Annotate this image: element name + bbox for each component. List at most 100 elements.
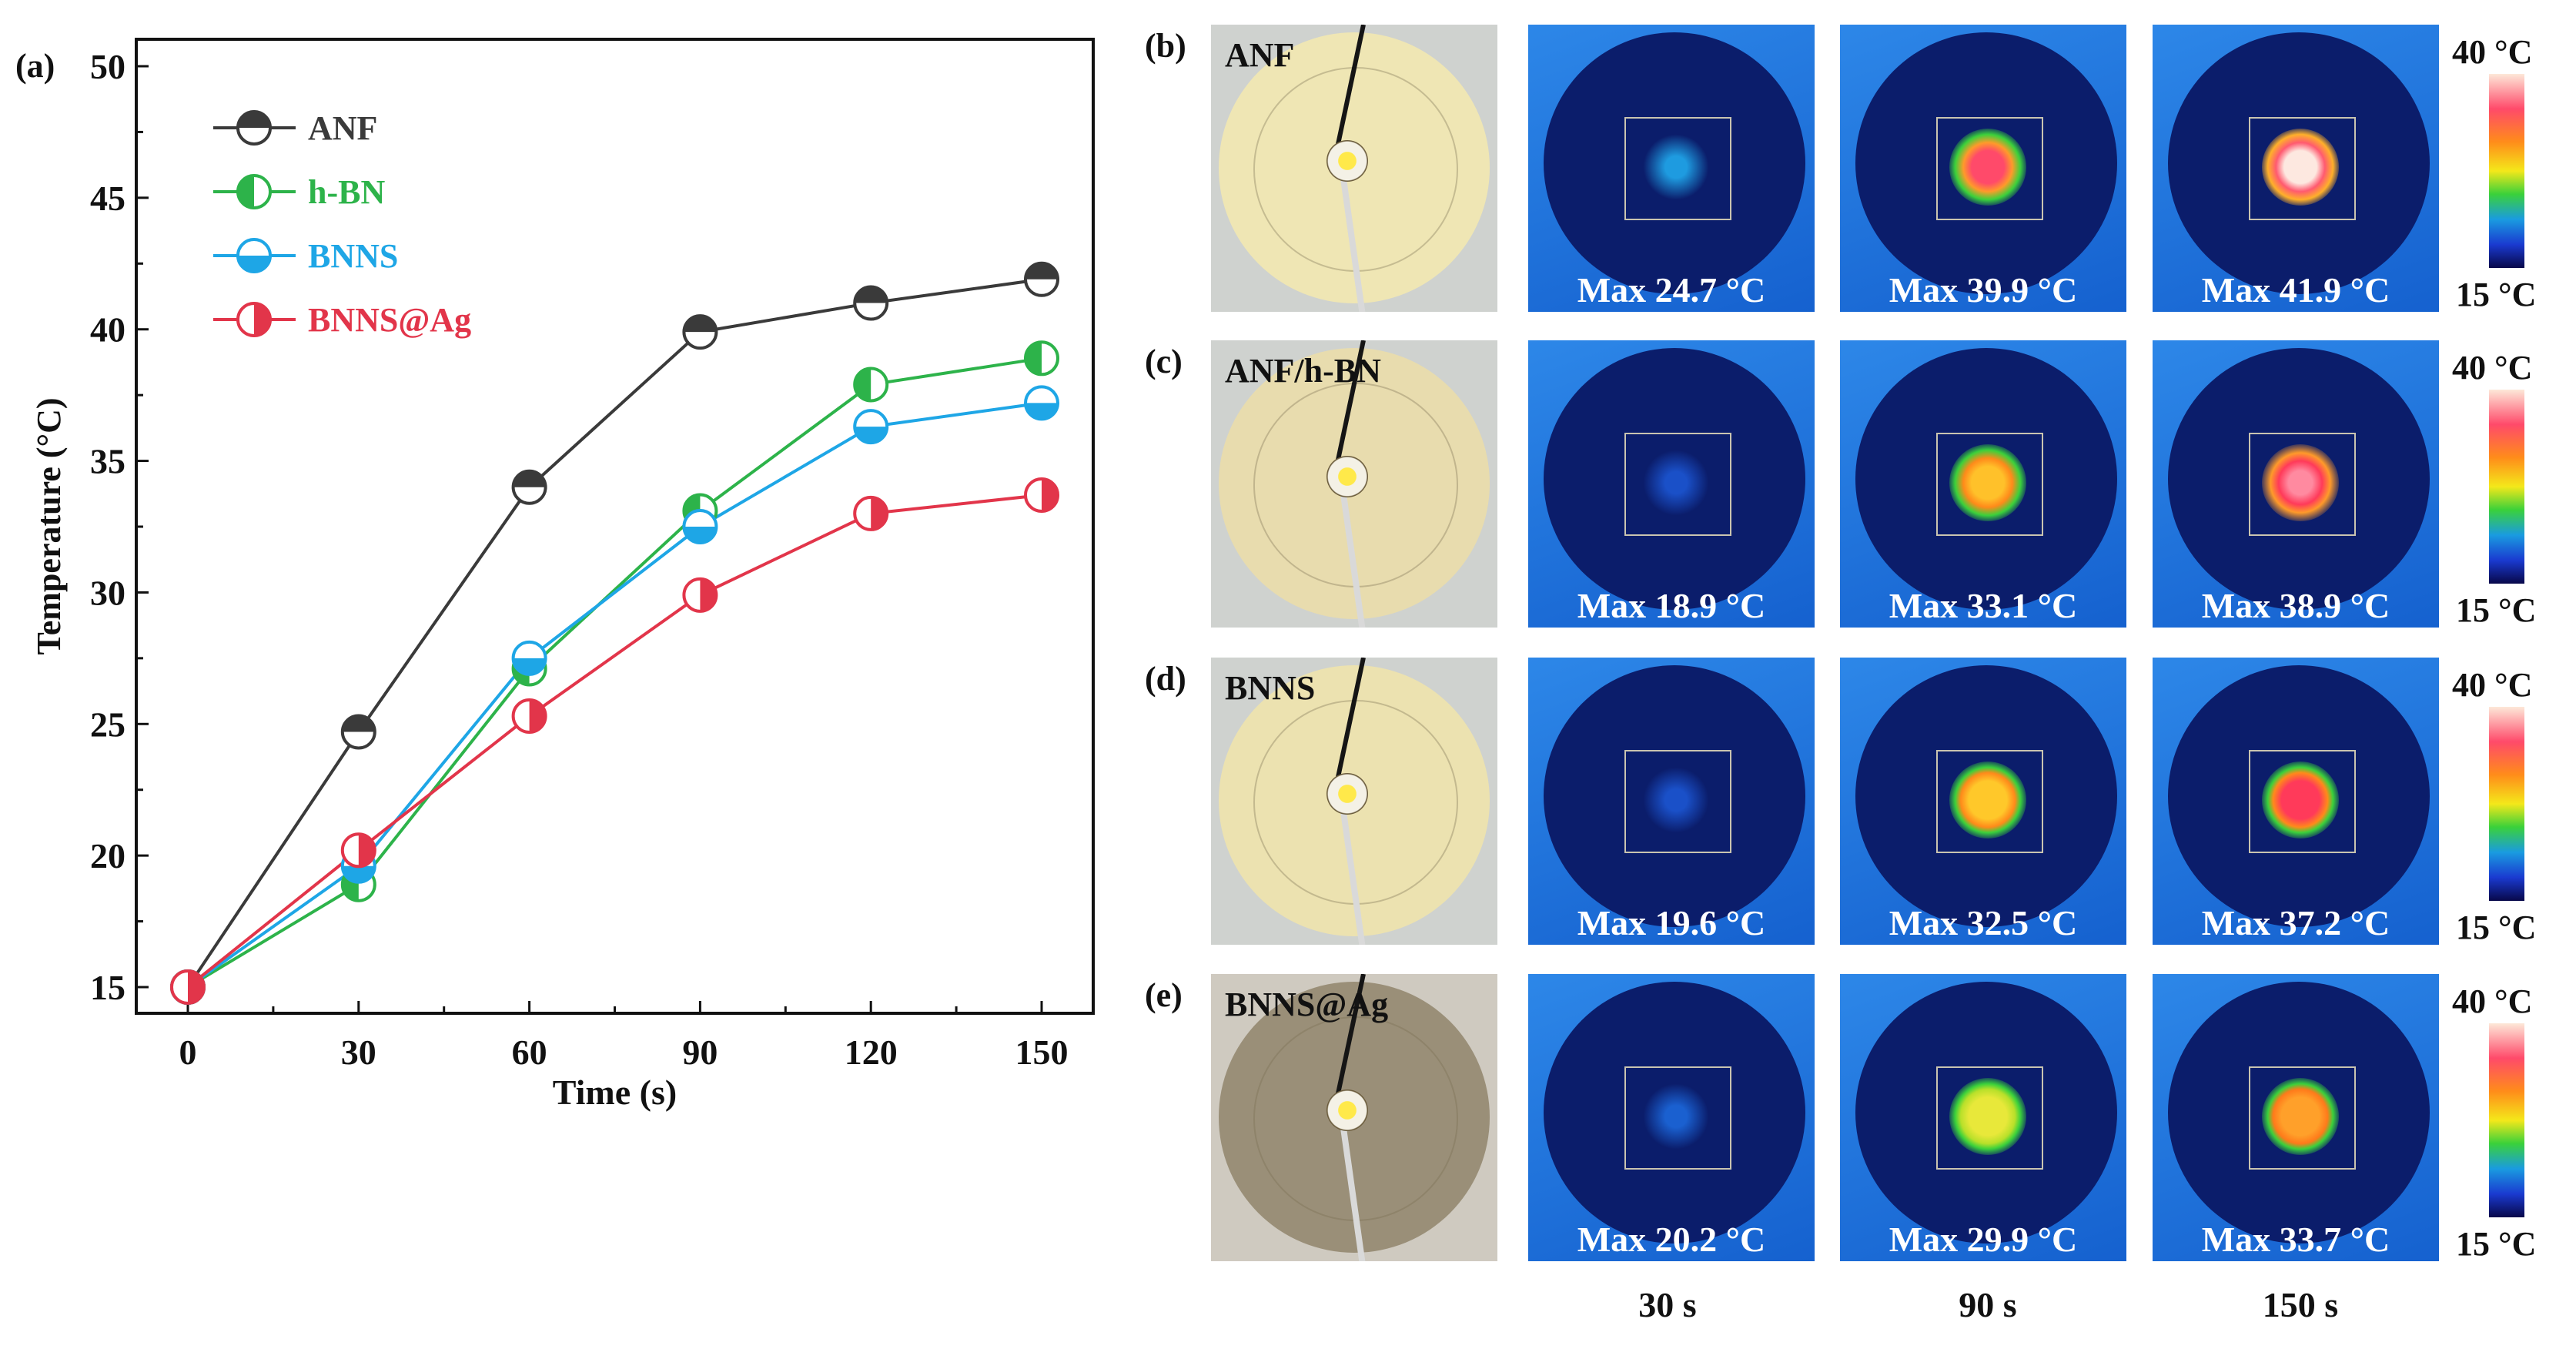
- hot-spot: [1638, 444, 1715, 521]
- hot-spot: [1638, 129, 1715, 206]
- legend-marker: [236, 174, 272, 209]
- measurement-box: [1624, 1066, 1731, 1170]
- data-point-h-BN: [853, 367, 889, 403]
- data-point-BNNS@Ag: [682, 577, 718, 613]
- data-point-BNNS@Ag: [853, 495, 889, 531]
- measurement-box: [2249, 1066, 2356, 1170]
- max-temperature: Max 38.9 °C: [2201, 586, 2390, 625]
- colorbar-min-label: 15 °C: [2456, 591, 2537, 629]
- y-tick-label: 20: [90, 836, 125, 875]
- led-chip: [1326, 140, 1368, 182]
- data-point-ANF: [1024, 261, 1059, 297]
- sample-photo: BNNS@Ag: [1211, 974, 1497, 1261]
- x-tick-label: 30: [341, 1033, 376, 1072]
- colorbar: [2489, 707, 2524, 901]
- hot-spot: [1949, 762, 2026, 838]
- thermal-image: Max 19.6 °C: [1528, 658, 1815, 945]
- thermal-image: Max 18.9 °C: [1528, 340, 1815, 628]
- max-temperature: Max 41.9 °C: [2201, 270, 2390, 310]
- colorbar-min-label: 15 °C: [2456, 909, 2537, 946]
- legend-marker: [236, 110, 272, 146]
- hot-spot: [2262, 1078, 2339, 1155]
- plot-frame: [135, 38, 1095, 1015]
- legend-label: ANF: [308, 109, 377, 147]
- sample-name: BNNS@Ag: [1225, 986, 1389, 1023]
- max-temperature: Max 24.7 °C: [1577, 270, 1766, 310]
- data-point-BNNS@Ag: [1024, 477, 1059, 513]
- data-point-BNNS: [511, 640, 547, 676]
- legend-marker: [236, 302, 272, 337]
- x-tick-label: 120: [845, 1033, 898, 1072]
- measurement-box: [2249, 117, 2356, 220]
- panel-label: (e): [1145, 976, 1183, 1014]
- hot-spot: [1949, 444, 2026, 521]
- thermal-image: Max 41.9 °C: [2153, 25, 2439, 312]
- hot-spot: [1638, 1078, 1715, 1155]
- thermal-image: Max 39.9 °C: [1840, 25, 2126, 312]
- max-temperature: Max 33.7 °C: [2201, 1220, 2390, 1259]
- measurement-box: [1936, 433, 2043, 536]
- x-tick-label: 90: [682, 1033, 718, 1072]
- colorbar: [2489, 1023, 2524, 1217]
- measurement-box: [1624, 433, 1731, 536]
- max-temperature: Max 39.9 °C: [1889, 270, 2078, 310]
- data-point-BNNS@Ag: [170, 969, 206, 1005]
- data-point-ANF: [511, 469, 547, 505]
- data-point-ANF: [853, 285, 889, 321]
- hot-spot: [1949, 1078, 2026, 1155]
- thermal-image: Max 24.7 °C: [1528, 25, 1815, 312]
- sample-name: ANF: [1225, 36, 1295, 74]
- legend-label: h-BN: [308, 173, 385, 211]
- y-tick-label: 50: [90, 47, 125, 86]
- colorbar-min-label: 15 °C: [2456, 276, 2537, 313]
- hot-spot: [1949, 129, 2026, 206]
- legend-marker: [236, 238, 272, 273]
- thermal-image: Max 29.9 °C: [1840, 974, 2126, 1261]
- x-axis-label: Time (s): [553, 1073, 677, 1112]
- hot-spot: [1638, 762, 1715, 838]
- legend-label: BNNS@Ag: [308, 301, 471, 339]
- hot-spot: [2262, 129, 2339, 206]
- thermal-image: Max 33.7 °C: [2153, 974, 2439, 1261]
- sample-photo: ANF: [1211, 25, 1497, 312]
- data-point-BNNS: [853, 409, 889, 445]
- panel-label-a: (a): [15, 47, 55, 85]
- y-tick-label: 25: [90, 705, 125, 744]
- hot-spot: [2262, 762, 2339, 838]
- sample-photo: BNNS: [1211, 658, 1497, 945]
- max-temperature: Max 20.2 °C: [1577, 1220, 1766, 1259]
- y-tick-label: 45: [90, 179, 125, 218]
- x-tick-label: 60: [512, 1033, 547, 1072]
- series-line-BNNS: [186, 401, 1042, 989]
- measurement-box: [1624, 750, 1731, 853]
- colorbar-max-label: 40 °C: [2452, 33, 2533, 71]
- measurement-box: [1936, 750, 2043, 853]
- series-line-ANF: [186, 277, 1042, 989]
- x-tick-label: 150: [1015, 1033, 1069, 1072]
- max-temperature: Max 37.2 °C: [2201, 903, 2390, 942]
- colorbar-max-label: 40 °C: [2452, 349, 2533, 387]
- data-point-BNNS@Ag: [340, 832, 376, 869]
- data-point-BNNS: [1024, 385, 1059, 421]
- measurement-box: [2249, 750, 2356, 853]
- data-point-BNNS: [682, 509, 718, 544]
- led-chip: [1326, 456, 1368, 497]
- temperature-chart: 15 20 25 30 35 40 45 50 0 30 60 90 120 150 Time (s) Tem…: [15, 38, 1095, 1112]
- max-temperature: Max 29.9 °C: [1889, 1220, 2078, 1259]
- max-temperature: Max 32.5 °C: [1889, 903, 2078, 942]
- data-point-ANF: [682, 314, 718, 350]
- y-axis-label: Temperature (°C): [30, 397, 68, 654]
- hot-spot: [2262, 444, 2339, 521]
- series-line-BNNS@Ag: [186, 494, 1042, 989]
- measurement-box: [1936, 117, 2043, 220]
- legend-label: BNNS: [308, 237, 398, 275]
- max-temperature: Max 33.1 °C: [1889, 586, 2078, 625]
- y-tick-label: 35: [90, 442, 125, 481]
- sample-name: ANF/h-BN: [1225, 352, 1381, 390]
- measurement-box: [1936, 1066, 2043, 1170]
- led-chip: [1326, 773, 1368, 815]
- data-point-h-BN: [1024, 340, 1059, 377]
- panel-label: (d): [1145, 660, 1186, 698]
- data-point-ANF: [340, 714, 376, 750]
- measurement-box: [1624, 117, 1731, 220]
